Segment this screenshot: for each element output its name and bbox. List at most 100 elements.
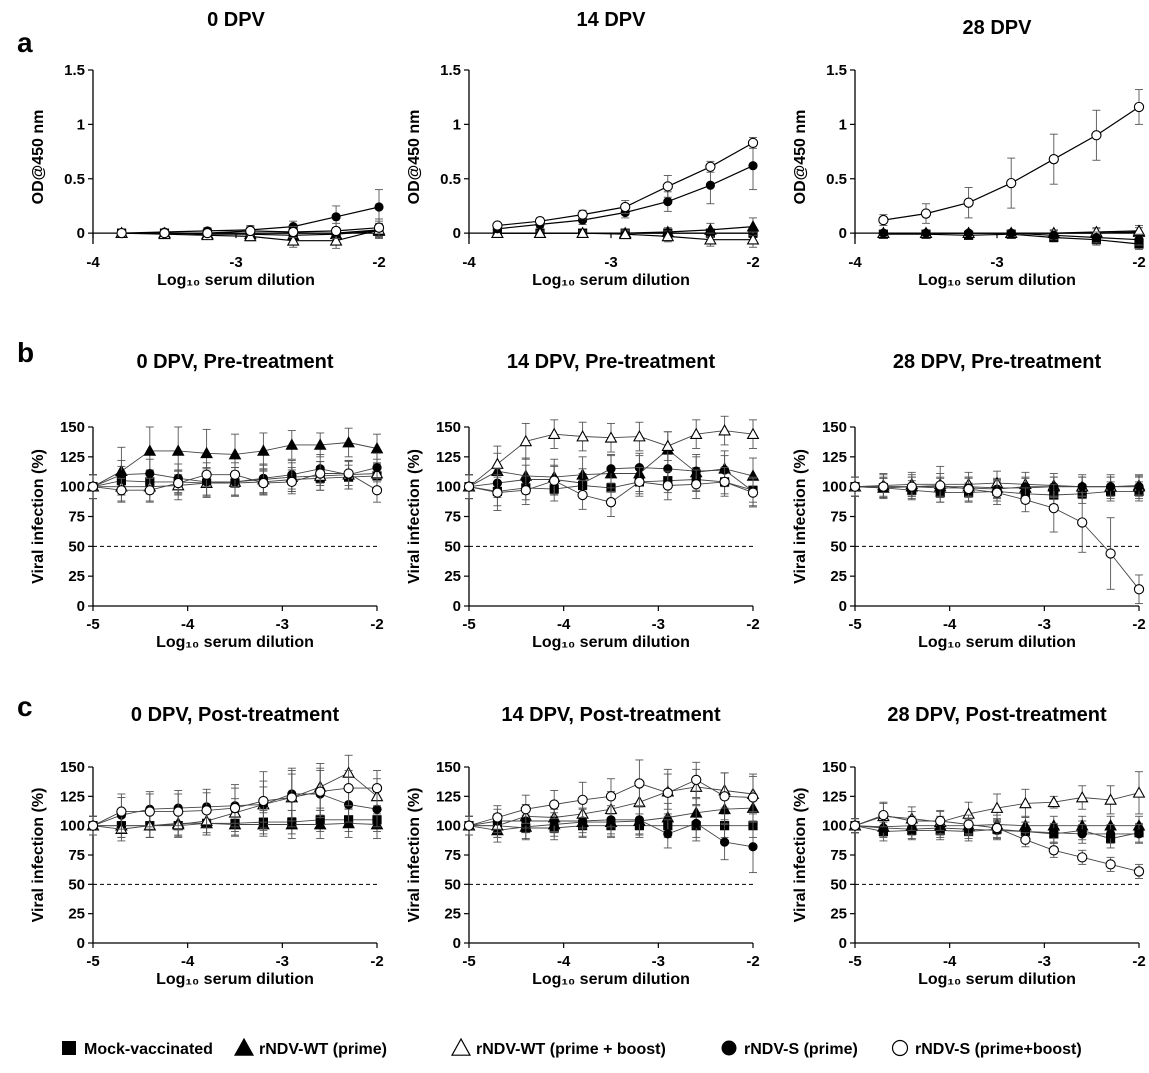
data-point (935, 815, 946, 827)
data-point (286, 792, 297, 803)
data-point (878, 823, 889, 833)
y-tick-label: 50 (444, 538, 461, 555)
data-point (1134, 235, 1144, 245)
x-axis-label: Log₁₀ serum dilution (918, 634, 1076, 651)
data-point (373, 222, 385, 233)
legend-item: rNDV-S (prime+boost) (891, 1039, 1082, 1058)
panel-label-b: b (17, 337, 34, 368)
y-tick-label: 0 (77, 598, 85, 615)
y-tick-label: 100 (60, 479, 85, 496)
data-point (258, 477, 269, 489)
y-tick-label: 25 (444, 906, 461, 923)
x-tick-label: -4 (86, 254, 100, 271)
x-tick-label: -3 (604, 254, 617, 271)
data-point (577, 209, 588, 220)
x-tick-label: -2 (1132, 254, 1145, 271)
data-point (87, 820, 99, 831)
chart-b-2: 14 DPV, Pre-treatment 0 25 50 75 100 125 150 -5 -… (406, 351, 760, 651)
data-point (663, 829, 673, 839)
y-tick-label: 0 (77, 935, 85, 952)
data-point (604, 431, 618, 443)
x-tick-label: -3 (276, 616, 289, 633)
data-point (921, 228, 931, 238)
data-point (689, 427, 703, 440)
data-point (662, 787, 673, 798)
data-point (1106, 482, 1116, 492)
legend-label: rNDV-WT (prime) (259, 1041, 387, 1058)
y-tick-label: 125 (436, 449, 461, 466)
data-point (1105, 859, 1116, 870)
data-point (964, 228, 974, 238)
series-open-circle (492, 136, 759, 231)
data-point (1020, 494, 1031, 505)
y-tick-label: 75 (830, 847, 847, 864)
y-tick-label: 75 (68, 847, 85, 864)
data-point (634, 476, 645, 488)
x-axis-label: Log₁₀ serum dilution (532, 272, 690, 289)
legend-item: rNDV-S (prime) (721, 1040, 858, 1058)
data-point (1048, 502, 1059, 514)
data-point (878, 809, 889, 821)
data-point (313, 817, 327, 830)
data-point (144, 806, 155, 817)
chart-title: 0 DPV (207, 9, 265, 31)
data-point (87, 481, 99, 492)
y-tick-label: 75 (68, 509, 85, 526)
data-point (1049, 828, 1059, 838)
x-tick-label: -2 (746, 254, 759, 271)
y-tick-label: 125 (436, 788, 461, 805)
data-point (342, 816, 355, 829)
data-point (519, 434, 533, 447)
y-tick-label: 50 (68, 876, 85, 893)
series-open-circle (87, 767, 383, 836)
x-tick-label: -5 (462, 953, 475, 970)
data-point (159, 227, 170, 239)
data-point (1048, 845, 1059, 856)
data-point (1019, 796, 1032, 809)
data-point (330, 225, 342, 237)
data-point (145, 468, 155, 479)
y-tick-label: 100 (822, 479, 847, 496)
data-point (1091, 232, 1101, 243)
x-tick-label: -2 (1132, 616, 1145, 633)
chart-a-3: 28 DPV 0 0.5 1 1.5 -4 -3 -2 Log₁₀ serum dilution… (792, 17, 1146, 289)
data-point (578, 816, 588, 826)
data-point (371, 782, 383, 794)
x-axis-label: Log₁₀ serum dilution (532, 634, 690, 651)
y-tick-label: 25 (68, 906, 85, 923)
data-point (372, 804, 382, 814)
x-tick-label: -2 (746, 616, 759, 633)
chart-c-3: 28 DPV, Post-treatment 0 25 50 75 100 125 150 -5… (792, 704, 1146, 988)
series-open-circle (849, 473, 1145, 605)
y-tick-label: 100 (436, 818, 461, 835)
x-tick-label: -4 (557, 953, 571, 970)
data-point (920, 208, 932, 219)
legend-triangle-icon (450, 1037, 472, 1056)
data-point (171, 444, 185, 456)
data-point (1077, 852, 1088, 863)
data-point (605, 791, 617, 802)
x-tick-label: -2 (746, 953, 759, 970)
data-point (229, 469, 241, 480)
x-tick-label: -3 (1038, 616, 1051, 633)
data-point (605, 497, 617, 508)
data-point (491, 457, 504, 469)
y-axis-label: Viral infection (%) (406, 449, 423, 584)
y-tick-label: 25 (830, 906, 847, 923)
data-point (1133, 584, 1145, 595)
series-open-circle (463, 465, 759, 517)
data-point (1134, 829, 1144, 839)
data-point (286, 476, 297, 488)
x-tick-label: -5 (462, 616, 475, 633)
data-point (1075, 790, 1089, 803)
data-point (719, 476, 730, 488)
data-point (746, 220, 760, 232)
x-tick-label: -3 (652, 616, 665, 633)
legend-label: rNDV-WT (prime + boost) (476, 1041, 666, 1058)
data-point (1133, 866, 1145, 877)
data-point (906, 815, 917, 827)
y-axis-label: Viral infection (%) (30, 449, 47, 584)
chart-title: 14 DPV (577, 9, 647, 31)
series-open-circle (849, 802, 1145, 879)
